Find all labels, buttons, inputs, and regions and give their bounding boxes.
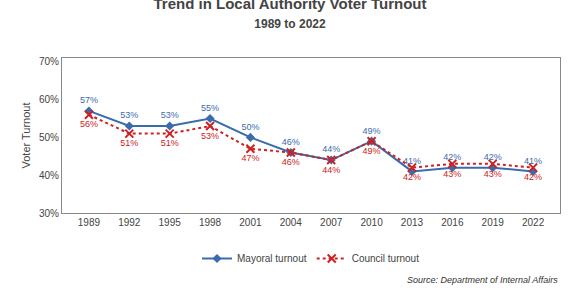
svg-text:2013: 2013 (401, 217, 424, 228)
svg-text:53%: 53% (201, 131, 219, 141)
svg-text:42%: 42% (443, 152, 461, 162)
svg-text:46%: 46% (282, 137, 300, 147)
svg-text:51%: 51% (120, 138, 138, 148)
svg-text:50%: 50% (39, 132, 59, 143)
svg-text:2019: 2019 (482, 217, 505, 228)
svg-text:2010: 2010 (360, 217, 383, 228)
svg-text:Trend in Local Authority Voter: Trend in Local Authority Voter Turnout19… (153, 0, 426, 31)
svg-text:42%: 42% (403, 172, 421, 182)
svg-text:Source: Department of Internal: Source: Department of Internal Affairs (407, 275, 558, 285)
svg-text:44%: 44% (322, 144, 340, 154)
svg-text:46%: 46% (282, 157, 300, 167)
svg-text:Mayoral turnout: Mayoral turnout (237, 253, 307, 264)
svg-text:2004: 2004 (280, 217, 303, 228)
svg-text:41%: 41% (403, 156, 421, 166)
svg-text:1998: 1998 (199, 217, 222, 228)
svg-text:44%: 44% (322, 165, 340, 175)
svg-text:56%: 56% (80, 119, 98, 129)
svg-text:53%: 53% (120, 110, 138, 120)
svg-text:30%: 30% (39, 208, 59, 219)
svg-text:2016: 2016 (441, 217, 464, 228)
svg-text:1992: 1992 (118, 217, 141, 228)
svg-text:2001: 2001 (239, 217, 262, 228)
svg-text:2007: 2007 (320, 217, 343, 228)
svg-text:43%: 43% (484, 169, 502, 179)
svg-text:53%: 53% (161, 110, 179, 120)
svg-text:Council turnout: Council turnout (352, 253, 419, 264)
svg-text:41%: 41% (524, 156, 542, 166)
svg-text:40%: 40% (39, 170, 59, 181)
svg-text:2022: 2022 (522, 217, 545, 228)
svg-text:42%: 42% (484, 152, 502, 162)
svg-text:60%: 60% (39, 94, 59, 105)
svg-text:57%: 57% (80, 95, 98, 105)
svg-text:51%: 51% (161, 138, 179, 148)
svg-text:1995: 1995 (159, 217, 182, 228)
svg-text:43%: 43% (443, 169, 461, 179)
svg-text:49%: 49% (363, 126, 381, 136)
svg-text:Voter Turnout: Voter Turnout (20, 102, 32, 168)
svg-text:50%: 50% (241, 122, 259, 132)
svg-text:49%: 49% (363, 146, 381, 156)
svg-text:47%: 47% (241, 153, 259, 163)
svg-text:1989: 1989 (78, 217, 101, 228)
svg-text:42%: 42% (524, 172, 542, 182)
svg-text:70%: 70% (39, 56, 59, 67)
svg-text:55%: 55% (201, 103, 219, 113)
